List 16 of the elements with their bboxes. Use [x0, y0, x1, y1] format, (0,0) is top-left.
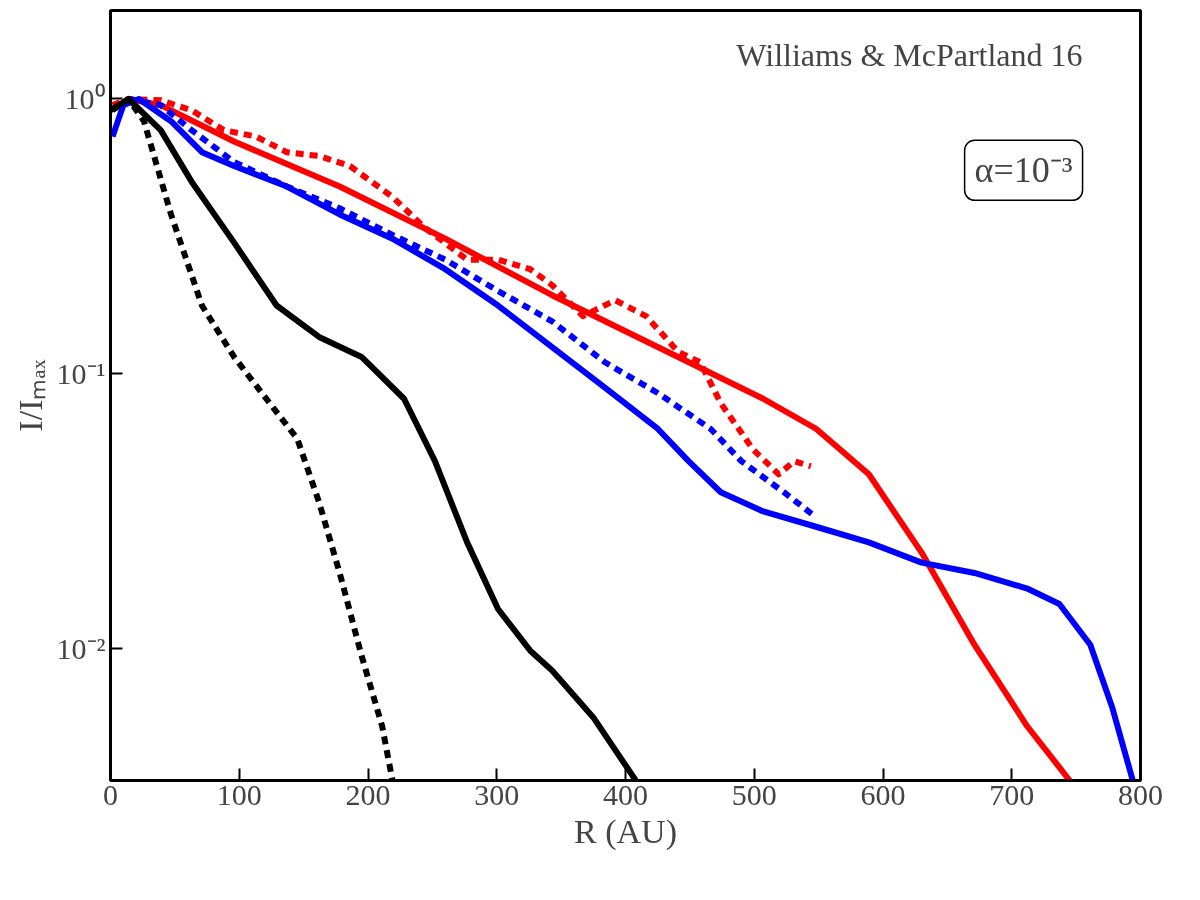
x-tick-label: 0	[103, 777, 118, 811]
y-tick-label: 10⁰	[64, 82, 106, 116]
x-tick-label: 800	[1118, 777, 1163, 811]
x-tick-label: 500	[731, 777, 777, 811]
x-tick-label: 100	[216, 777, 262, 811]
x-tick-label: 300	[474, 777, 520, 811]
y-tick-label: 10⁻²	[56, 631, 106, 665]
y-axis-title: I/Iₘₐₓ	[11, 359, 49, 432]
annotation: α=10⁻³	[974, 150, 1073, 191]
x-tick-label: 600	[860, 777, 906, 811]
x-tick-label: 200	[345, 777, 391, 811]
y-tick-label: 10⁻¹	[56, 357, 106, 391]
x-tick-label: 700	[989, 777, 1035, 811]
x-tick-label: 400	[603, 777, 648, 811]
annotation: Williams & McPartland 16	[736, 36, 1083, 73]
x-axis-title: R (AU)	[574, 812, 677, 851]
